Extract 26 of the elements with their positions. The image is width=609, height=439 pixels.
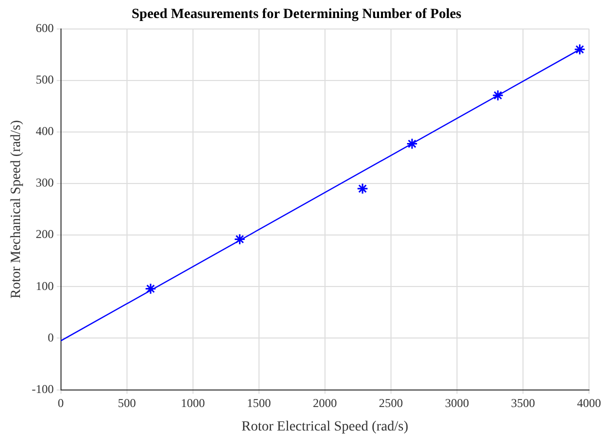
y-tick-label: 600 bbox=[36, 20, 54, 35]
chart-title: Speed Measurements for Determining Number of Poles bbox=[132, 7, 462, 22]
x-tick-label: 500 bbox=[118, 396, 136, 410]
x-tick-label: 1000 bbox=[180, 396, 205, 410]
y-tick-label: 100 bbox=[36, 278, 54, 293]
y-tick-label: 300 bbox=[36, 176, 54, 190]
point bbox=[234, 233, 246, 245]
x-tick-label: 1500 bbox=[246, 396, 271, 410]
point bbox=[574, 44, 586, 56]
point bbox=[492, 90, 504, 102]
y-tick-label: 0 bbox=[48, 330, 54, 344]
x-tick-label: 2000 bbox=[312, 396, 337, 410]
y-tick-label: -100 bbox=[32, 382, 54, 396]
y-tick-label: 400 bbox=[36, 124, 54, 138]
x-tick-label: 3000 bbox=[444, 396, 469, 410]
point bbox=[356, 182, 368, 194]
point bbox=[144, 282, 156, 294]
x-tick-label: 3500 bbox=[510, 396, 535, 410]
x-tick-label: 0 bbox=[58, 396, 64, 410]
x-tick-label: 4000 bbox=[577, 396, 601, 410]
point bbox=[406, 138, 418, 150]
x-tick-label: 2500 bbox=[378, 396, 403, 410]
y-tick-label: 200 bbox=[36, 227, 54, 242]
y-axis-title: Rotor Mechanical Speed (rad/s) bbox=[9, 120, 24, 299]
x-axis-title: Rotor Electrical Speed (rad/s) bbox=[242, 419, 409, 434]
y-tick-label: 500 bbox=[36, 72, 54, 87]
